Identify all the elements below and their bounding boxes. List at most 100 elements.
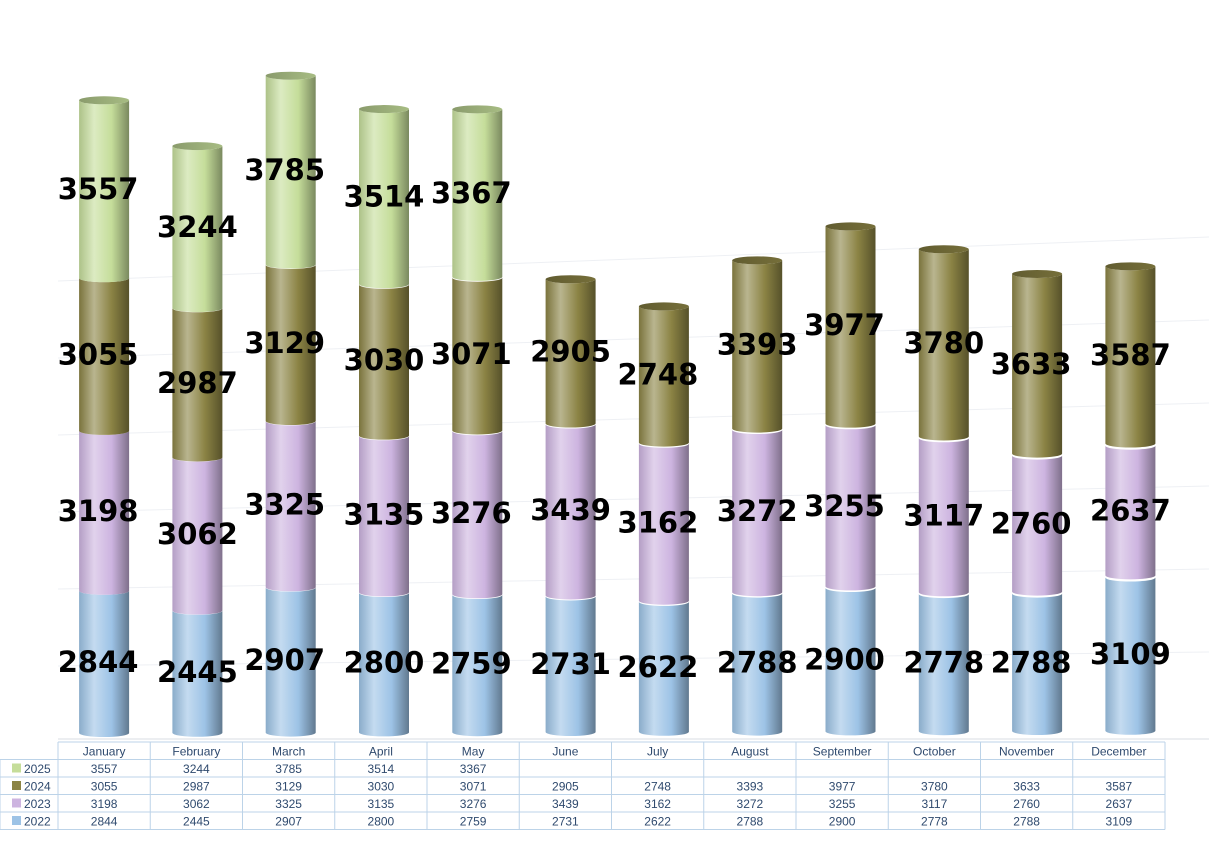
bar-2023-september	[825, 425, 876, 591]
data-label: 2622	[618, 650, 699, 684]
data-label: 3135	[344, 497, 425, 531]
bar-cap	[732, 256, 783, 265]
category-label: March	[272, 745, 305, 759]
bar-cap	[1012, 269, 1063, 278]
bar-2022-march	[265, 587, 316, 737]
bar-cap	[452, 105, 503, 114]
data-label: 2905	[530, 334, 611, 368]
data-label: 2788	[991, 645, 1072, 679]
data-label: 2800	[344, 646, 425, 680]
bar-2023-december	[1105, 445, 1156, 580]
data-label: 2445	[157, 655, 238, 689]
category-label: April	[369, 745, 393, 759]
bar-2023-january	[79, 430, 130, 595]
category-label: October	[913, 745, 956, 759]
table-cell: 3129	[275, 780, 302, 794]
bar-2023-october	[918, 438, 969, 597]
data-label: 3633	[991, 347, 1072, 381]
bar-2025-january	[79, 100, 130, 283]
table-cell: 2788	[737, 815, 764, 829]
bar-2023-may	[452, 431, 503, 599]
data-label: 3062	[157, 517, 238, 551]
table-cell: 2759	[460, 815, 487, 829]
table-cell: 2748	[644, 780, 671, 794]
bar-2025-february	[172, 146, 223, 313]
data-label: 3587	[1090, 338, 1171, 372]
data-label: 2637	[1090, 494, 1171, 528]
data-label: 3055	[58, 338, 139, 372]
data-label: 3439	[530, 493, 611, 527]
table-cell: 2760	[1013, 797, 1040, 811]
bar-2024-september	[825, 226, 876, 428]
table-cell: 2900	[829, 815, 856, 829]
bar-2022-january	[79, 590, 130, 737]
table-cell: 2907	[275, 815, 302, 829]
category-label: January	[83, 745, 126, 759]
gridlines	[57, 236, 1209, 740]
bar-cap	[1105, 262, 1156, 271]
bar-cap	[918, 245, 969, 254]
bar-2023-august	[732, 430, 783, 597]
bar-2023-february	[172, 457, 223, 615]
bar-2022-may	[452, 595, 503, 737]
legend-label: 2024	[24, 780, 51, 794]
table-cell: 3055	[91, 780, 118, 794]
table-cell: 3255	[829, 797, 856, 811]
table-cell: 3325	[275, 797, 302, 811]
data-label: 3071	[431, 337, 512, 371]
bar-2024-march	[265, 264, 316, 425]
table-cell: 2987	[183, 780, 210, 794]
data-label: 2987	[157, 366, 238, 400]
data-label: 2778	[903, 646, 984, 680]
table-cell: 3276	[460, 797, 487, 811]
category-label: November	[999, 745, 1054, 759]
data-label: 2731	[530, 647, 611, 681]
table-cell: 2637	[1106, 797, 1133, 811]
table-cell: 2788	[1013, 815, 1040, 829]
bar-2022-july	[638, 601, 689, 736]
table-cell: 3977	[829, 780, 856, 794]
bar-2022-november	[1012, 593, 1063, 735]
table-cell: 3162	[644, 797, 671, 811]
table-cell: 3030	[368, 780, 395, 794]
bar-2022-december	[1105, 577, 1156, 735]
data-label: 3109	[1090, 637, 1171, 671]
category-label: May	[462, 745, 485, 759]
bar-2024-july	[638, 306, 689, 447]
bar-2024-april	[359, 284, 409, 440]
data-label: 2907	[244, 643, 325, 677]
table-cell: 2800	[368, 815, 395, 829]
bar-2023-march	[265, 421, 316, 592]
category-label: December	[1091, 745, 1146, 759]
category-label: August	[731, 745, 769, 759]
bar-2024-february	[172, 308, 223, 462]
table-cell: 3198	[91, 797, 118, 811]
data-label: 3977	[804, 308, 885, 342]
bar-2025-march	[265, 75, 316, 269]
bar-2022-october	[918, 594, 969, 736]
bar-cap	[825, 222, 876, 231]
table-cell: 3785	[275, 762, 302, 776]
table-cell: 3393	[737, 780, 764, 794]
legend-key	[12, 781, 21, 790]
bar-2022-april	[359, 593, 409, 737]
category-label: September	[813, 745, 872, 759]
data-label: 3117	[903, 498, 984, 532]
bar-2024-january	[79, 278, 130, 435]
table-cell: 3071	[460, 780, 487, 794]
legend-label: 2025	[24, 762, 51, 776]
legend-key	[12, 798, 21, 808]
table-cell: 3062	[183, 797, 210, 811]
data-label: 2900	[804, 643, 885, 677]
table-cell: 3557	[91, 762, 118, 776]
bar-2024-november	[1012, 273, 1063, 458]
table-cell: 2844	[91, 815, 118, 829]
category-label: June	[552, 745, 578, 759]
data-label: 3030	[344, 343, 425, 377]
table-cell: 2445	[183, 815, 210, 829]
data-label: 2788	[717, 646, 798, 680]
legend-label: 2023	[24, 797, 51, 811]
bar-2023-july	[638, 443, 689, 605]
